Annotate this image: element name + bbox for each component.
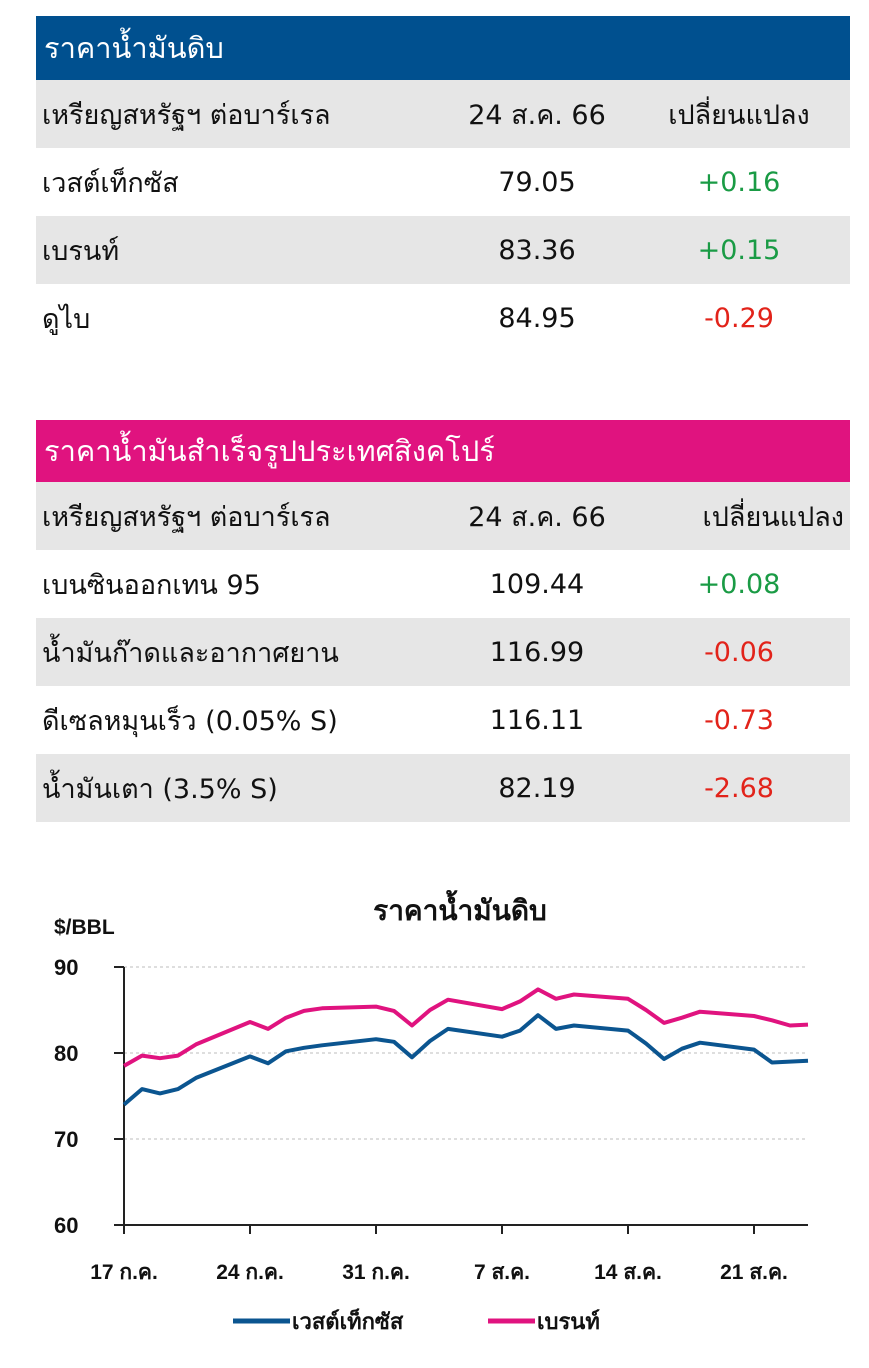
crude-oil-price-chart: ราคาน้ำมันดิบ $/BBL 60 70 80 90 17 ก.ค. 24 ก.… — [54, 889, 809, 1334]
refined-oil-table-header: เหรียญสหรัฐฯ ต่อบาร์เรล 24 ส.ค. 66 เปลี่… — [36, 482, 850, 550]
table-row: เวสต์เท็กซัส 79.05 +0.16 — [36, 148, 850, 216]
table-row: น้ำมันเตา (3.5% S) 82.19 -2.68 — [36, 754, 850, 822]
chart-gridlines — [124, 966, 808, 1140]
row-change: -2.68 — [704, 772, 774, 804]
y-axis-label: $/BBL — [54, 916, 115, 939]
row-change: +0.08 — [697, 568, 781, 600]
series-line-1 — [123, 987, 809, 1068]
x-tick-label: 17 ก.ค. — [90, 1261, 158, 1284]
header-date: 24 ส.ค. 66 — [468, 99, 606, 131]
x-tick-label: 31 ก.ค. — [342, 1261, 410, 1284]
row-change: +0.15 — [697, 234, 781, 266]
y-tick-label: 60 — [54, 1213, 78, 1238]
row-value: 83.36 — [498, 234, 576, 266]
x-tick-label: 14 ส.ค. — [594, 1261, 662, 1284]
crude-oil-table-header: เหรียญสหรัฐฯ ต่อบาร์เรล 24 ส.ค. 66 เปลี่… — [36, 80, 850, 148]
table-row: เบรนท์ 83.36 +0.15 — [36, 216, 850, 284]
y-tick-label: 80 — [54, 1041, 78, 1066]
table-row: ดีเซลหมุนเร็ว (0.05% S) 116.11 -0.73 — [36, 686, 850, 754]
row-name: เวสต์เท็กซัส — [42, 167, 179, 199]
row-name: ดีเซลหมุนเร็ว (0.05% S) — [42, 705, 338, 737]
row-change: +0.16 — [697, 166, 781, 198]
header-unit-label: เหรียญสหรัฐฯ ต่อบาร์เรล — [42, 501, 331, 533]
table-row: เบนซินออกเทน 95 109.44 +0.08 — [36, 550, 850, 618]
x-tick-label: 24 ก.ค. — [216, 1261, 284, 1284]
row-name: ดูไบ — [42, 303, 91, 335]
chart-series — [122, 987, 809, 1107]
chart-axes: 60 70 80 90 17 ก.ค. 24 ก.ค. 31 ก.ค. 7 ส.ค. 14 ส.… — [54, 955, 808, 1284]
table-row: ดูไบ 84.95 -0.29 — [36, 284, 850, 352]
row-value: 82.19 — [498, 772, 576, 804]
crude-oil-table-title: ราคาน้ำมันดิบ — [36, 16, 850, 80]
x-tick-label: 7 ส.ค. — [474, 1261, 530, 1284]
x-tick-label: 21 ส.ค. — [720, 1261, 788, 1284]
legend-label: เวสต์เท็กซัส — [292, 1307, 404, 1334]
row-value: 109.44 — [489, 568, 585, 600]
crude-oil-price-table: ราคาน้ำมันดิบ เหรียญสหรัฐฯ ต่อบาร์เรล 24… — [36, 16, 850, 352]
row-name: เบนซินออกเทน 95 — [42, 569, 261, 601]
refined-oil-table-title: ราคาน้ำมันสำเร็จรูปประเทศสิงคโปร์ — [36, 420, 850, 482]
header-date: 24 ส.ค. 66 — [468, 501, 606, 533]
chart-title: ราคาน้ำมันดิบ — [373, 889, 547, 926]
chart-legend: เวสต์เท็กซัส เบรนท์ — [233, 1307, 600, 1334]
y-tick-label: 70 — [54, 1127, 78, 1152]
header-change: เปลี่ยนแปลง — [668, 99, 810, 131]
refined-oil-price-table: ราคาน้ำมันสำเร็จรูปประเทศสิงคโปร์ เหรียญ… — [36, 420, 850, 822]
row-change: -0.29 — [704, 302, 774, 334]
row-name: เบรนท์ — [42, 235, 120, 267]
row-change: -0.06 — [704, 636, 774, 668]
row-name: น้ำมันก๊าดและอากาศยาน — [42, 637, 339, 669]
table-row: น้ำมันก๊าดและอากาศยาน 116.99 -0.06 — [36, 618, 850, 686]
legend-label: เบรนท์ — [537, 1309, 600, 1334]
row-value: 79.05 — [498, 166, 576, 198]
row-value: 84.95 — [498, 302, 576, 334]
row-value: 116.11 — [489, 704, 585, 736]
y-tick-label: 90 — [54, 955, 78, 980]
row-change: -0.73 — [704, 704, 774, 736]
row-value: 116.99 — [489, 636, 585, 668]
row-name: น้ำมันเตา (3.5% S) — [42, 773, 278, 805]
series-line-0 — [122, 1013, 809, 1107]
header-change: เปลี่ยนแปลง — [702, 501, 844, 533]
header-unit-label: เหรียญสหรัฐฯ ต่อบาร์เรล — [42, 99, 331, 131]
